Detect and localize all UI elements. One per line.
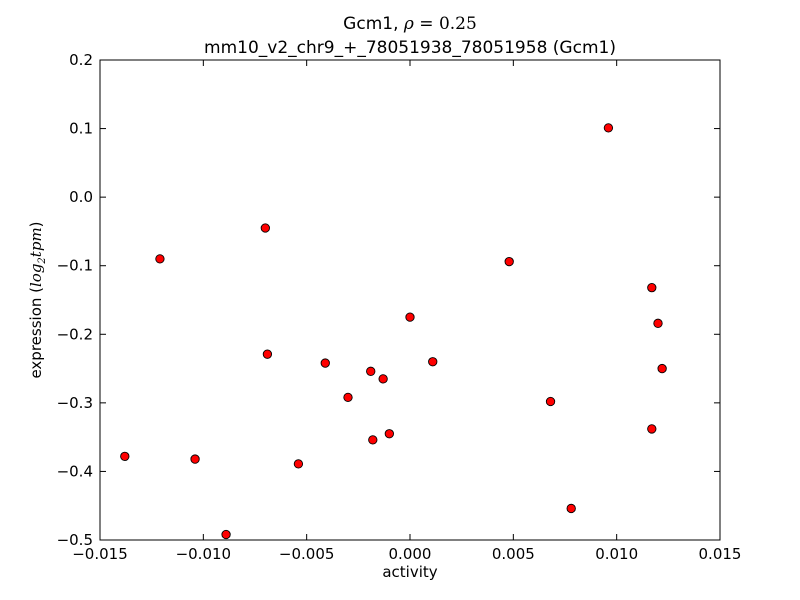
data-points [120, 123, 667, 540]
data-point [368, 435, 378, 445]
data-point [260, 223, 270, 233]
y-tick-label: −0.4 [57, 462, 93, 480]
data-point [366, 366, 376, 376]
x-tick-label: −0.015 [72, 545, 128, 563]
data-point [653, 318, 663, 328]
data-point [545, 396, 556, 407]
data-point [262, 349, 273, 359]
data-point [221, 529, 231, 540]
data-point [504, 256, 514, 267]
plot-area [99, 59, 721, 541]
y-tick-label: −0.1 [57, 257, 93, 275]
y-tick-label: −0.5 [57, 531, 93, 549]
title-gene: Gcm1 [343, 14, 393, 34]
data-point [384, 429, 394, 439]
data-point [647, 283, 657, 293]
y-tick-label: −0.3 [57, 394, 93, 412]
data-point [155, 254, 165, 264]
data-point [190, 454, 200, 464]
y-tick-label: −0.2 [57, 325, 93, 343]
data-point [657, 363, 667, 374]
data-point [603, 123, 614, 133]
x-tick-label: 0.005 [492, 545, 535, 563]
chart-title: Gcm1, ρ = 0.25 [343, 14, 477, 34]
y-axis-ticks: 0.2 0.1 0.0 −0.1 −0.2 −0.3 −0.4 −0.5 [57, 51, 720, 549]
y-axis-label: expression (log2tpm) [27, 221, 48, 378]
title-rho-symbol: ρ [403, 14, 414, 34]
data-point [378, 374, 388, 384]
y-tick-label: 0.0 [69, 188, 93, 206]
y-tick-label: 0.2 [69, 51, 93, 69]
data-point [343, 392, 353, 403]
data-point [120, 451, 130, 461]
x-axis-ticks: −0.015 −0.010 −0.005 0.000 0.005 0.010 0.015 [72, 60, 741, 563]
x-tick-label: −0.005 [279, 545, 335, 563]
y-tick-label: 0.1 [69, 120, 93, 138]
chart-subtitle: mm10_v2_chr9_+_78051938_78051958 (Gcm1) [204, 38, 616, 58]
x-tick-label: 0.000 [389, 545, 432, 563]
data-point [647, 424, 657, 434]
data-point [293, 459, 304, 469]
x-axis-label: activity [382, 563, 437, 581]
data-point [428, 357, 438, 367]
data-point [405, 312, 415, 322]
x-tick-label: 0.015 [699, 545, 742, 563]
x-tick-label: −0.010 [176, 545, 232, 563]
title-rho-value: 0.25 [439, 14, 477, 34]
data-point [566, 503, 576, 514]
x-tick-label: 0.010 [595, 545, 638, 563]
data-point [320, 358, 330, 368]
